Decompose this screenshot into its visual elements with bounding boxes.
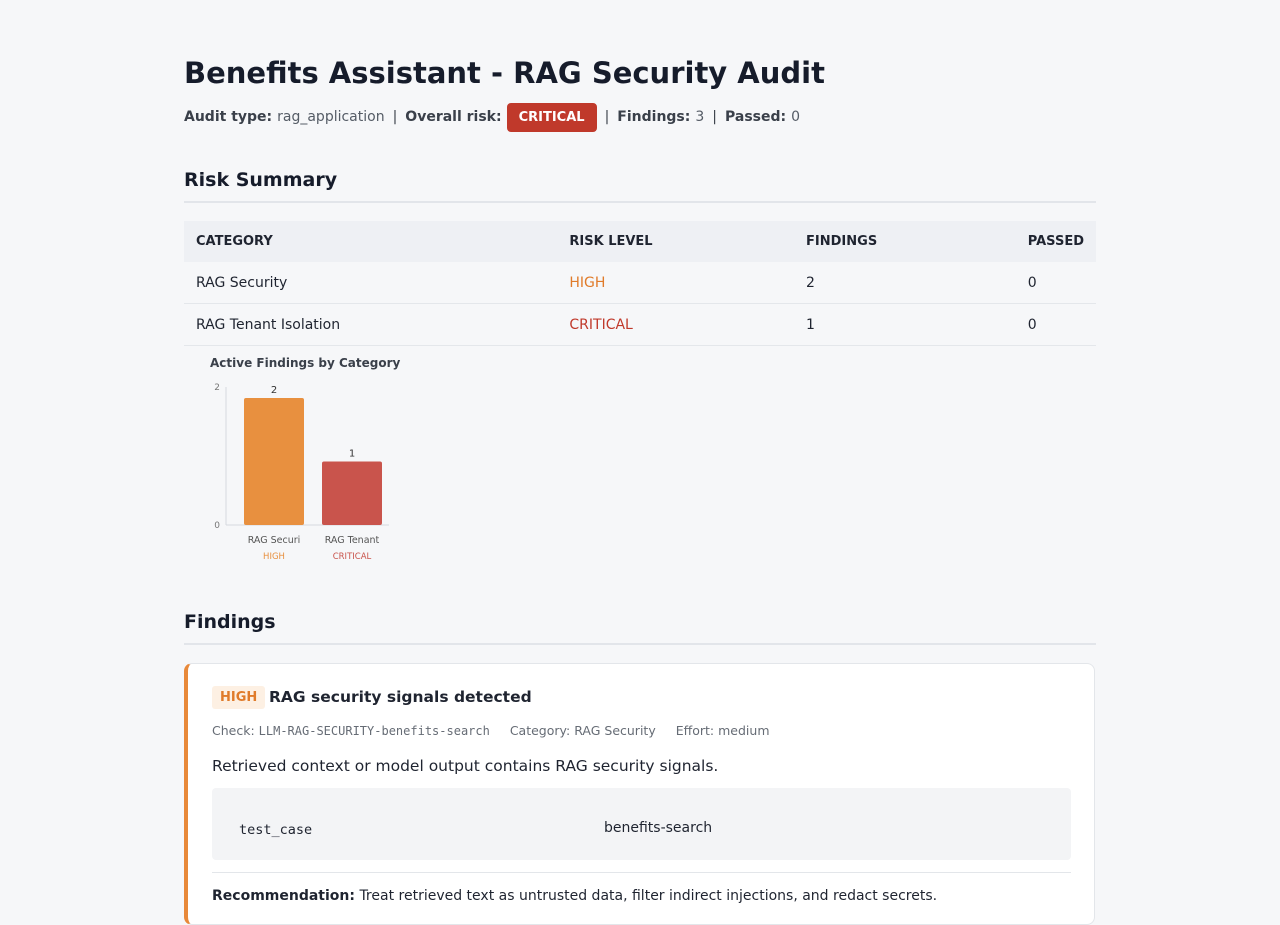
column-header: PASSED xyxy=(1015,221,1096,262)
value: Treat retrieved text as untrusted data, … xyxy=(359,888,938,904)
description: Retrieved context or model output contai… xyxy=(212,757,719,775)
separator: | xyxy=(712,109,718,125)
finding-card: HIGH RAG security signals detected Check… xyxy=(184,663,1095,925)
value: 0 xyxy=(791,109,801,125)
check-id: LLM-RAG-SECURITY-benefits-search xyxy=(258,724,490,738)
check: Check: LLM-RAG-SECURITY-benefits-search xyxy=(212,723,490,738)
meta: Audit type: rag_application | Overall ri… xyxy=(184,102,800,132)
severity-badge: HIGH xyxy=(212,686,266,709)
finding-title: RAG security signals detected xyxy=(269,688,532,706)
label: Effort: xyxy=(675,723,715,738)
label: Check: xyxy=(212,723,255,738)
section-title: Risk Summary xyxy=(184,169,1096,203)
label: Overall risk: xyxy=(405,109,502,125)
value: RAG Security xyxy=(574,723,656,738)
label: Findings: xyxy=(617,109,691,125)
label: Category: xyxy=(509,723,571,738)
chart-title: Active Findings by Category xyxy=(210,356,401,370)
category: Category: RAG Security xyxy=(510,723,656,738)
body: Benefits Assistant - RAG Security Audit … xyxy=(184,56,1096,925)
label: Audit type: xyxy=(184,109,273,125)
table-row: RAG Tenant Isolation CRITICAL 1 0 xyxy=(184,303,1096,346)
finding-meta: Check: LLM-RAG-SECURITY-benefits-search … xyxy=(212,723,786,738)
level-label: HIGH xyxy=(263,552,285,562)
y-tick-label: 2 xyxy=(214,383,220,393)
title: Benefits Assistant - RAG Security Audit xyxy=(184,56,825,90)
value: rag_application xyxy=(277,109,385,125)
table-body: RAG Security HIGH 2 0 RAG Tenant Isolation CR… xyxy=(184,262,1096,346)
header-row: CATEGORY RISK LEVEL FINDINGS PASSED xyxy=(184,221,1096,262)
cell: HIGH xyxy=(557,262,795,304)
x-tick-label: RAG Securi xyxy=(248,535,301,546)
cell: 2 xyxy=(794,262,1016,304)
value: 3 xyxy=(695,109,705,125)
value-label: 1 xyxy=(349,449,355,460)
y-tick-label: 0 xyxy=(214,521,220,531)
cell: 0 xyxy=(1015,303,1096,346)
evidence: test_case benefits-search xyxy=(212,788,1071,860)
effort: Effort: medium xyxy=(676,723,770,738)
evidence-key: test_case xyxy=(239,822,313,838)
table-row: RAG Security HIGH 2 0 xyxy=(184,262,1096,304)
value: medium xyxy=(718,723,770,738)
page: Audit {"header": {"title": "Benefits Ass… xyxy=(184,56,1096,925)
column-header: FINDINGS xyxy=(794,221,1016,262)
column-header: RISK LEVEL xyxy=(557,221,795,262)
label: Passed: xyxy=(725,109,787,125)
cell: CRITICAL xyxy=(557,303,795,346)
chart: Active Findings by Category 0 2 2 RAG Secur… xyxy=(210,356,401,562)
x-tick-label: RAG Tenant xyxy=(325,535,380,546)
separator: | xyxy=(604,109,610,125)
bar xyxy=(322,461,382,525)
recommendation: Recommendation: Treat retrieved text as … xyxy=(212,888,937,904)
level-label: CRITICAL xyxy=(333,552,372,562)
divider xyxy=(212,872,1071,873)
risk-badge: CRITICAL xyxy=(506,102,597,132)
column-header: CATEGORY xyxy=(184,221,558,262)
label: Recommendation: xyxy=(212,888,355,904)
cell: 0 xyxy=(1015,262,1096,304)
summary-table: CATEGORY RISK LEVEL FINDINGS PASSED RAG Sec… xyxy=(184,221,1096,346)
cell: RAG Tenant Isolation xyxy=(184,303,558,346)
cell: 1 xyxy=(794,303,1016,346)
value-label: 2 xyxy=(271,385,277,396)
bar xyxy=(244,398,304,525)
evidence-value: benefits-search xyxy=(604,820,713,836)
separator: | xyxy=(392,109,398,125)
section-title: Findings xyxy=(184,611,1096,645)
cell: RAG Security xyxy=(184,262,558,304)
